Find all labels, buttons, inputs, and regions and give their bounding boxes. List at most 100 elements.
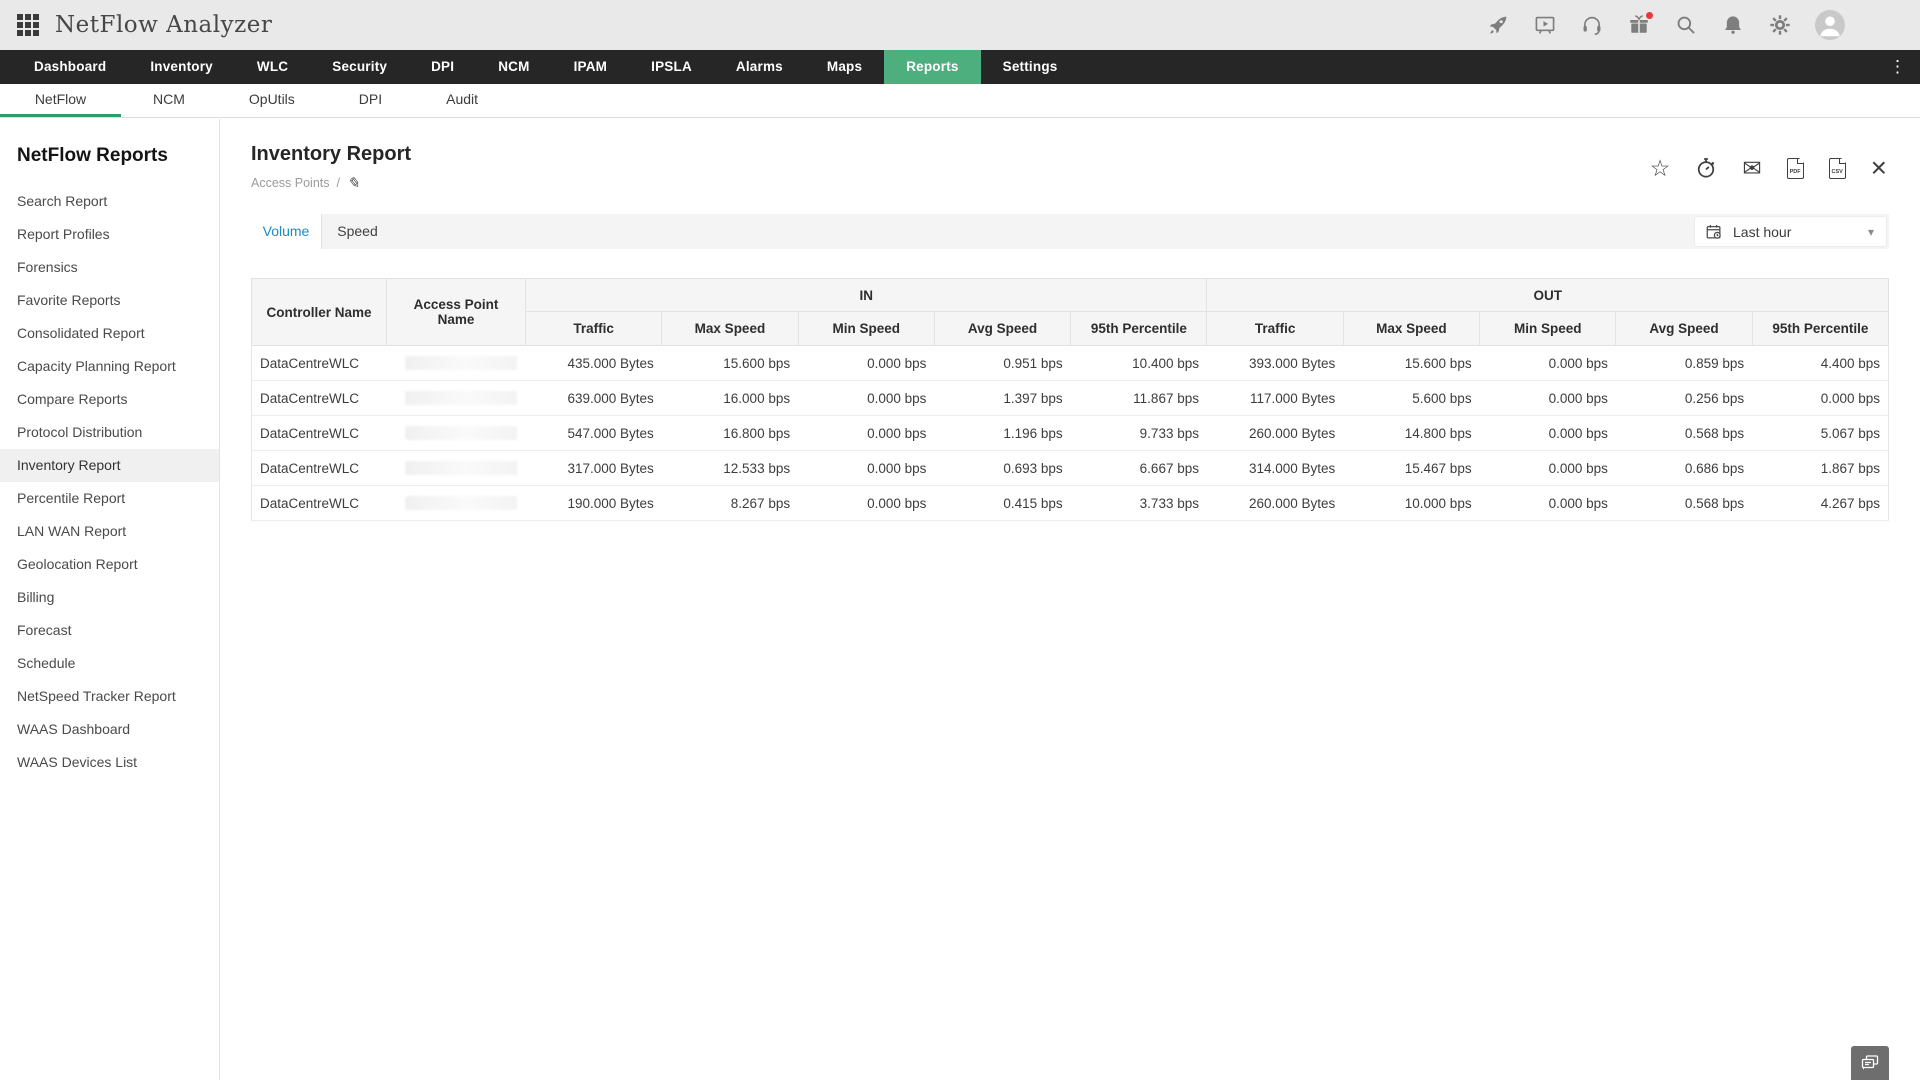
- export-pdf-icon[interactable]: PDF: [1786, 155, 1805, 181]
- cell-in-traffic: 190.000 Bytes: [525, 485, 662, 521]
- breadcrumb-source: Access Points: [251, 176, 330, 190]
- sidebar-item-consolidated-report[interactable]: Consolidated Report: [17, 325, 145, 341]
- col-header-in-max-speed: Max Speed: [661, 311, 799, 346]
- demo-screen-icon[interactable]: [1533, 13, 1557, 37]
- table-row: DataCentreWLC 435.000 Bytes 15.600 bps 0…: [251, 345, 1889, 381]
- cell-in-max-speed: 16.000 bps: [661, 380, 799, 416]
- settings-gear-icon[interactable]: [1768, 13, 1792, 37]
- rocket-icon[interactable]: [1486, 13, 1510, 37]
- headset-icon[interactable]: [1580, 13, 1604, 37]
- nav-item-dashboard[interactable]: Dashboard: [34, 59, 107, 74]
- cell-in-traffic: 639.000 Bytes: [525, 380, 662, 416]
- cell-out-avg-speed: 0.568 bps: [1615, 415, 1753, 451]
- nav-item-maps[interactable]: Maps: [826, 59, 863, 74]
- cell-out-traffic: 260.000 Bytes: [1206, 485, 1344, 521]
- cell-in-avg-speed: 0.693 bps: [934, 450, 1071, 486]
- sidebar-item-protocol-distribution[interactable]: Protocol Distribution: [17, 424, 143, 440]
- sidebar-item-compare-reports[interactable]: Compare Reports: [17, 391, 128, 407]
- schedule-stopwatch-icon[interactable]: [1695, 155, 1717, 181]
- close-report-icon[interactable]: ×: [1870, 152, 1887, 183]
- cell-in-avg-speed: 0.415 bps: [934, 485, 1071, 521]
- notifications-bell-icon[interactable]: [1721, 13, 1745, 37]
- sidebar-item-favorite-reports[interactable]: Favorite Reports: [17, 292, 121, 308]
- table-row: DataCentreWLC 547.000 Bytes 16.800 bps 0…: [251, 415, 1889, 451]
- user-avatar[interactable]: [1815, 10, 1845, 40]
- module-sub-nav: NetFlow NCM OpUtils DPI Audit: [0, 84, 1920, 118]
- cell-access-point-redacted: [386, 380, 526, 416]
- cell-in-max-speed: 8.267 bps: [661, 485, 799, 521]
- reports-sidebar: NetFlow Reports Search Report Report Pro…: [0, 119, 220, 1080]
- sidebar-item-schedule[interactable]: Schedule: [17, 655, 76, 671]
- group-header-out: OUT: [1206, 278, 1889, 312]
- export-csv-icon[interactable]: CSV: [1828, 155, 1847, 181]
- cell-out-max-speed: 15.467 bps: [1343, 450, 1480, 486]
- col-header-in-avg-speed: Avg Speed: [933, 311, 1072, 346]
- apps-grid-icon[interactable]: [17, 14, 39, 36]
- col-header-out-95th-percentile: 95th Percentile: [1751, 311, 1890, 346]
- sidebar-item-geolocation-report[interactable]: Geolocation Report: [17, 556, 138, 572]
- nav-item-wlc[interactable]: WLC: [256, 59, 289, 74]
- sidebar-item-forensics[interactable]: Forensics: [17, 259, 78, 275]
- sidebar-item-waas-dashboard[interactable]: WAAS Dashboard: [17, 721, 131, 737]
- redacted-text: [404, 461, 517, 475]
- nav-item-ncm[interactable]: NCM: [498, 59, 530, 74]
- email-report-icon[interactable]: ✉: [1742, 154, 1762, 181]
- edit-report-icon[interactable]: ✎: [347, 175, 360, 192]
- subnav-item-dpi[interactable]: DPI: [358, 91, 383, 107]
- tab-speed[interactable]: Speed: [337, 223, 378, 239]
- nav-item-dpi[interactable]: DPI: [431, 59, 455, 74]
- cell-controller: DataCentreWLC: [251, 345, 387, 381]
- search-icon[interactable]: [1674, 13, 1698, 37]
- cell-out-95th: 0.000 bps: [1752, 380, 1889, 416]
- cell-in-95th: 10.400 bps: [1070, 345, 1207, 381]
- gift-badge: [1646, 12, 1653, 19]
- view-tab-strip: Volume Speed Last hour ▾: [251, 214, 1889, 249]
- cell-out-min-speed: 0.000 bps: [1479, 450, 1616, 486]
- sidebar-item-report-profiles[interactable]: Report Profiles: [17, 226, 110, 242]
- cell-out-traffic: 117.000 Bytes: [1206, 380, 1344, 416]
- gift-icon[interactable]: [1627, 12, 1653, 37]
- sidebar-item-lan-wan-report[interactable]: LAN WAN Report: [17, 523, 127, 539]
- cell-in-min-speed: 0.000 bps: [798, 450, 935, 486]
- report-content: Inventory Report Access Points / ✎ ☆ ✉ P…: [220, 119, 1920, 1080]
- sidebar-item-billing[interactable]: Billing: [17, 589, 55, 605]
- sidebar-item-capacity-planning-report[interactable]: Capacity Planning Report: [17, 358, 176, 374]
- subnav-item-netflow[interactable]: NetFlow: [0, 84, 121, 117]
- nav-item-alarms[interactable]: Alarms: [735, 59, 783, 74]
- nav-item-settings[interactable]: Settings: [1002, 59, 1058, 74]
- time-range-dropdown[interactable]: Last hour ▾: [1694, 216, 1887, 247]
- cell-out-traffic: 260.000 Bytes: [1206, 415, 1344, 451]
- cell-in-min-speed: 0.000 bps: [798, 415, 935, 451]
- tab-volume[interactable]: Volume: [251, 214, 322, 249]
- nav-item-inventory[interactable]: Inventory: [150, 59, 213, 74]
- sidebar-item-search-report[interactable]: Search Report: [17, 193, 108, 209]
- cell-in-95th: 6.667 bps: [1070, 450, 1207, 486]
- subnav-item-oputils[interactable]: OpUtils: [248, 91, 295, 107]
- cell-in-max-speed: 16.800 bps: [661, 415, 799, 451]
- app-title: NetFlow Analyzer: [55, 12, 273, 38]
- breadcrumb-separator: /: [336, 176, 340, 190]
- cell-in-min-speed: 0.000 bps: [798, 380, 935, 416]
- feedback-chat-button[interactable]: [1851, 1046, 1889, 1080]
- cell-in-min-speed: 0.000 bps: [798, 345, 935, 381]
- nav-item-security[interactable]: Security: [332, 59, 388, 74]
- nav-item-reports[interactable]: Reports: [884, 50, 981, 84]
- cell-in-max-speed: 12.533 bps: [661, 450, 799, 486]
- subnav-item-ncm[interactable]: NCM: [153, 91, 185, 107]
- cell-in-traffic: 435.000 Bytes: [525, 345, 662, 381]
- nav-item-ipam[interactable]: IPAM: [573, 59, 608, 74]
- sidebar-item-percentile-report[interactable]: Percentile Report: [17, 490, 126, 506]
- subnav-item-audit[interactable]: Audit: [446, 91, 479, 107]
- sidebar-item-netspeed-tracker-report[interactable]: NetSpeed Tracker Report: [17, 688, 176, 704]
- nav-overflow-kebab-icon[interactable]: ⋮: [1889, 57, 1906, 76]
- sidebar-item-waas-devices-list[interactable]: WAAS Devices List: [17, 754, 138, 770]
- sidebar-item-forecast[interactable]: Forecast: [17, 622, 72, 638]
- nav-item-ipsla[interactable]: IPSLA: [651, 59, 692, 74]
- cell-in-avg-speed: 1.397 bps: [934, 380, 1071, 416]
- sidebar-title: NetFlow Reports: [17, 145, 168, 166]
- cell-out-95th: 4.400 bps: [1752, 345, 1889, 381]
- favorite-star-icon[interactable]: ☆: [1649, 154, 1671, 181]
- calendar-clock-icon: [1706, 224, 1721, 239]
- sidebar-item-inventory-report[interactable]: Inventory Report: [0, 449, 219, 482]
- cell-access-point-redacted: [386, 415, 526, 451]
